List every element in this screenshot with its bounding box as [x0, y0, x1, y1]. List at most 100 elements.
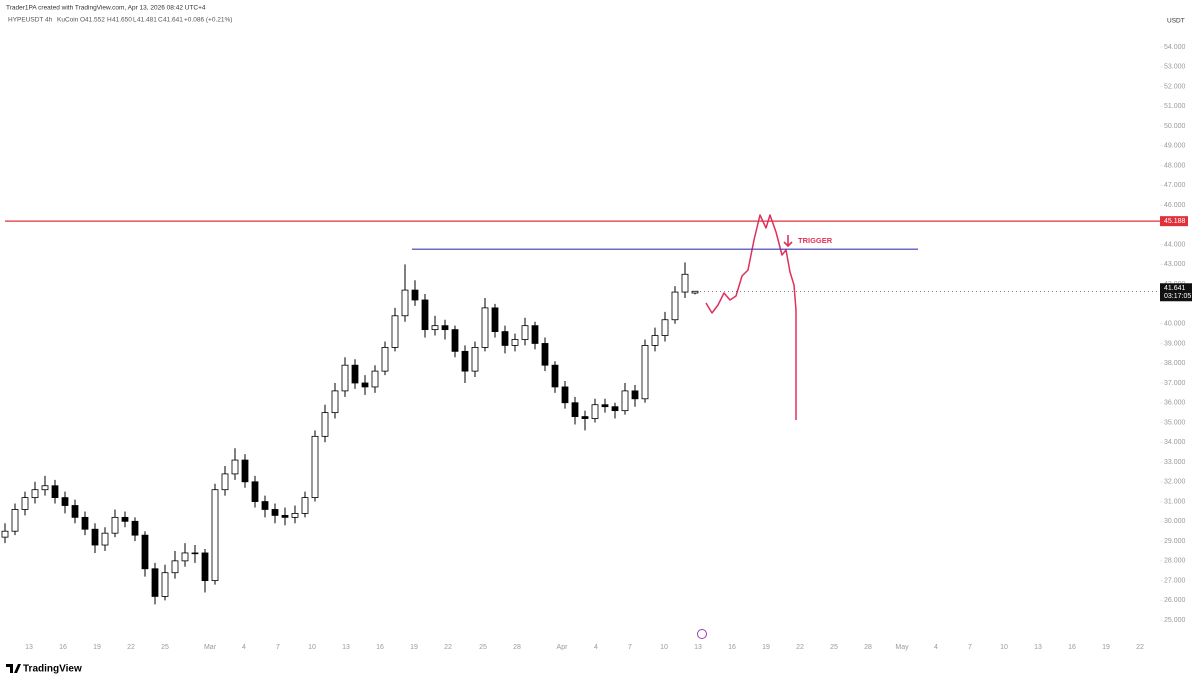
candle-body [361, 382, 369, 388]
x-tick-label: 28 [513, 644, 521, 651]
last-price-bg [1160, 283, 1192, 302]
candle-body [81, 516, 89, 530]
brand-name: TradingView [23, 664, 82, 675]
y-tick-label: 35.000 [1164, 419, 1186, 426]
candle-body [61, 497, 69, 506]
x-tick-label: 10 [1000, 644, 1008, 651]
x-tick-label: 13 [694, 644, 702, 651]
candle-body [441, 325, 449, 331]
candle-body [181, 552, 189, 562]
candle-body [651, 335, 659, 346]
x-tick-label: May [895, 644, 909, 651]
candle-body [281, 514, 289, 518]
candle-body [311, 435, 319, 499]
candle-body [241, 459, 249, 483]
candle-body [271, 509, 279, 516]
y-tick-label: 31.000 [1164, 498, 1186, 505]
y-tick-label: 39.000 [1164, 340, 1186, 347]
x-tick-label: 25 [161, 644, 169, 651]
y-tick-label: 36.000 [1164, 400, 1186, 407]
x-tick-label: 19 [1102, 644, 1110, 651]
candle-body [631, 390, 639, 400]
y-tick-label: 44.000 [1164, 241, 1186, 248]
y-tick-label: 52.000 [1164, 83, 1186, 90]
x-tick-label: 22 [1136, 644, 1144, 651]
x-tick-label: 7 [276, 644, 280, 651]
open-label: O [80, 17, 85, 24]
candle-body [41, 485, 49, 491]
candle-body [221, 473, 229, 491]
candle-body [641, 345, 649, 400]
y-tick-label: 29.000 [1164, 538, 1186, 545]
x-tick-label: 4 [594, 644, 598, 651]
candle-body [561, 386, 569, 404]
y-tick-label: 30.000 [1164, 518, 1186, 525]
close: 41.641 [163, 17, 183, 24]
candle-body [481, 307, 489, 348]
candle-body [691, 290, 699, 294]
candle-body [321, 412, 329, 437]
x-tick-label: 4 [242, 644, 246, 651]
x-tick-label: 19 [93, 644, 101, 651]
x-tick-label: 4 [934, 644, 938, 651]
candle-body [341, 364, 349, 392]
close-label: C [158, 17, 163, 24]
candle-body [421, 299, 429, 331]
y-tick-label: 27.000 [1164, 577, 1186, 584]
x-tick-label: 22 [127, 644, 135, 651]
x-tick-label: 13 [25, 644, 33, 651]
last-price-label: 41.641 [1164, 285, 1186, 292]
x-tick-label: 25 [479, 644, 487, 651]
candle-body [21, 497, 29, 510]
x-tick-label: 19 [410, 644, 418, 651]
trigger-arrow [783, 235, 793, 248]
candle-body [251, 481, 259, 502]
annotation: TRIGGER [798, 236, 833, 245]
candle-body [141, 534, 149, 570]
x-tick-label: 25 [830, 644, 838, 651]
candle-body [671, 291, 679, 321]
y-tick-label: 50.000 [1164, 123, 1186, 130]
symbol: HYPEUSDT [8, 17, 43, 24]
x-tick-label: 10 [660, 644, 668, 651]
candle-body [391, 315, 399, 348]
candle-body [121, 516, 129, 522]
candle-body [101, 532, 109, 546]
y-tick-label: 43.000 [1164, 261, 1186, 268]
low-label: L [133, 17, 137, 24]
y-tick-label: 37.000 [1164, 380, 1186, 387]
candle-body [191, 552, 199, 555]
y-tick-label: 34.000 [1164, 439, 1186, 446]
currency: USDT [1167, 18, 1185, 25]
y-tick-label: 47.000 [1164, 182, 1186, 189]
y-tick-label: 53.000 [1164, 64, 1186, 71]
candle-body [591, 404, 599, 419]
y-tick-label: 38.000 [1164, 360, 1186, 367]
candle-body [171, 560, 179, 574]
candle-body [91, 528, 99, 546]
x-tick-label: 7 [968, 644, 972, 651]
y-tick-label: 32.000 [1164, 479, 1186, 486]
candle-body [11, 509, 19, 532]
y-tick-label: 48.000 [1164, 162, 1186, 169]
candle-body [611, 406, 619, 412]
candle-body [111, 516, 119, 534]
y-tick-label: 33.000 [1164, 459, 1186, 466]
x-tick-label: Mar [204, 644, 217, 651]
projection-path [705, 214, 797, 420]
candle-body [541, 343, 549, 366]
level-label: 45.188 [1164, 218, 1186, 225]
candle-body [381, 347, 389, 372]
change: +0.086 (+0.21%) [184, 17, 232, 24]
y-tick-label: 46.000 [1164, 202, 1186, 209]
candle-body [231, 459, 239, 475]
candle-body [261, 501, 269, 510]
y-tick-label: 51.000 [1164, 103, 1186, 110]
candle-body [601, 404, 609, 408]
candle-body [661, 319, 669, 336]
candle-body [1, 530, 9, 538]
candle-body [511, 339, 519, 346]
candle-body [211, 489, 219, 582]
